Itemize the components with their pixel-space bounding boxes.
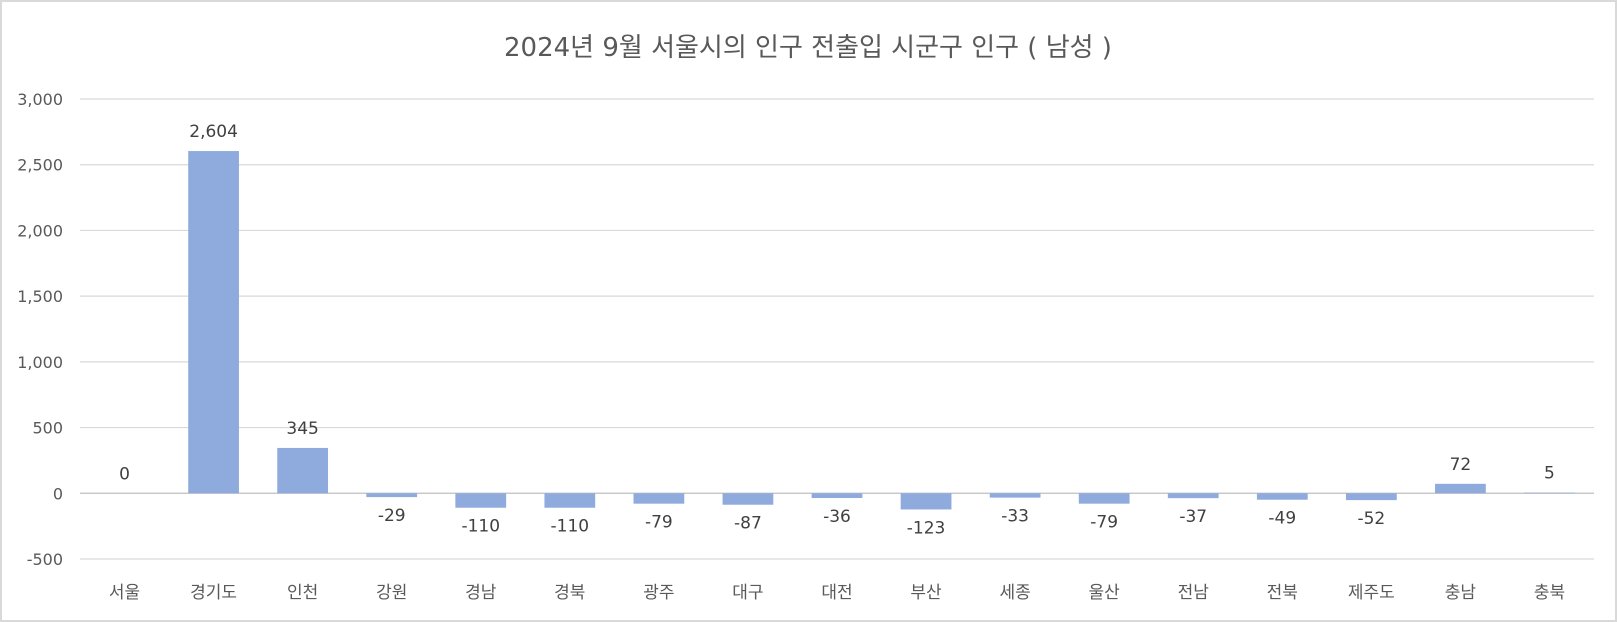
category-label: 인천 [287,583,318,603]
y-axis-ticks: 3,000 2,500 2,000 1,500 1,000 500 0 -500 [17,90,63,569]
bar [366,493,418,498]
bar [544,493,596,508]
bar [1435,483,1486,494]
data-label: -49 [1268,509,1296,529]
bar [989,493,1041,498]
category-label: 대전 [821,583,852,603]
category-label: 경남 [465,583,497,603]
category-label: 강원 [376,583,407,603]
category-label: 서울 [109,583,140,603]
data-label: 2,604 [189,122,238,142]
bar [900,493,952,510]
category-label: 울산 [1089,583,1121,603]
y-tick-label: 0 [53,484,63,503]
data-label: -37 [1179,507,1207,527]
bar [633,493,685,504]
bar [1167,493,1219,499]
bar [1256,493,1308,500]
category-label: 전북 [1267,583,1298,603]
y-tick-label: 2,500 [17,156,63,175]
bar [1078,493,1130,504]
category-label: 대구 [732,583,763,603]
data-label: -123 [907,518,946,538]
category-label: 세종 [999,583,1030,603]
category-label: 광주 [643,583,674,603]
chart-title: 2024년 9월 서울시의 인구 전출입 시군구 인구 ( 남성 ) [504,33,1112,63]
data-label: -79 [1090,513,1118,533]
bar [1345,493,1397,501]
bars [188,151,1575,510]
data-label: 345 [286,419,318,439]
y-tick-label: 1,000 [17,353,63,372]
x-axis-categories: 서울 경기도 인천 강원 경남 경북 광주 대구 대전 부산 세종 울산 전남 전북 제주도 충남 충북 [109,583,1565,603]
y-tick-label: 3,000 [17,90,63,109]
bar [811,493,863,499]
gridlines [80,98,1594,560]
data-label: -87 [734,514,762,534]
data-label: -29 [378,506,406,526]
data-labels: 0 2,604 345 -29 -110 -110 -79 -87 -36 -123 -33 -79 -… [119,122,1555,538]
category-label: 부산 [910,583,942,603]
category-label: 충북 [1534,583,1565,603]
category-label: 경기도 [190,583,237,603]
data-label: -110 [461,517,500,537]
bar [188,151,239,494]
category-label: 충남 [1445,583,1477,603]
y-tick-label: 2,000 [17,221,63,240]
bar [455,493,507,508]
category-label: 전남 [1178,583,1210,603]
bar [277,447,329,494]
data-label: -110 [551,517,590,537]
bar [1524,492,1575,494]
data-label: -52 [1357,509,1385,529]
y-tick-label: 1,500 [17,287,63,306]
data-label: 72 [1450,455,1472,475]
data-label: 0 [119,464,130,484]
data-label: -33 [1001,507,1029,527]
category-label: 경북 [554,583,585,603]
data-label: -79 [645,513,673,533]
y-tick-label: 500 [32,419,63,438]
data-label: -36 [823,507,851,527]
data-label: 5 [1544,464,1555,484]
bar [722,493,774,505]
category-label: 제주도 [1348,583,1395,603]
y-tick-label: -500 [27,550,63,569]
